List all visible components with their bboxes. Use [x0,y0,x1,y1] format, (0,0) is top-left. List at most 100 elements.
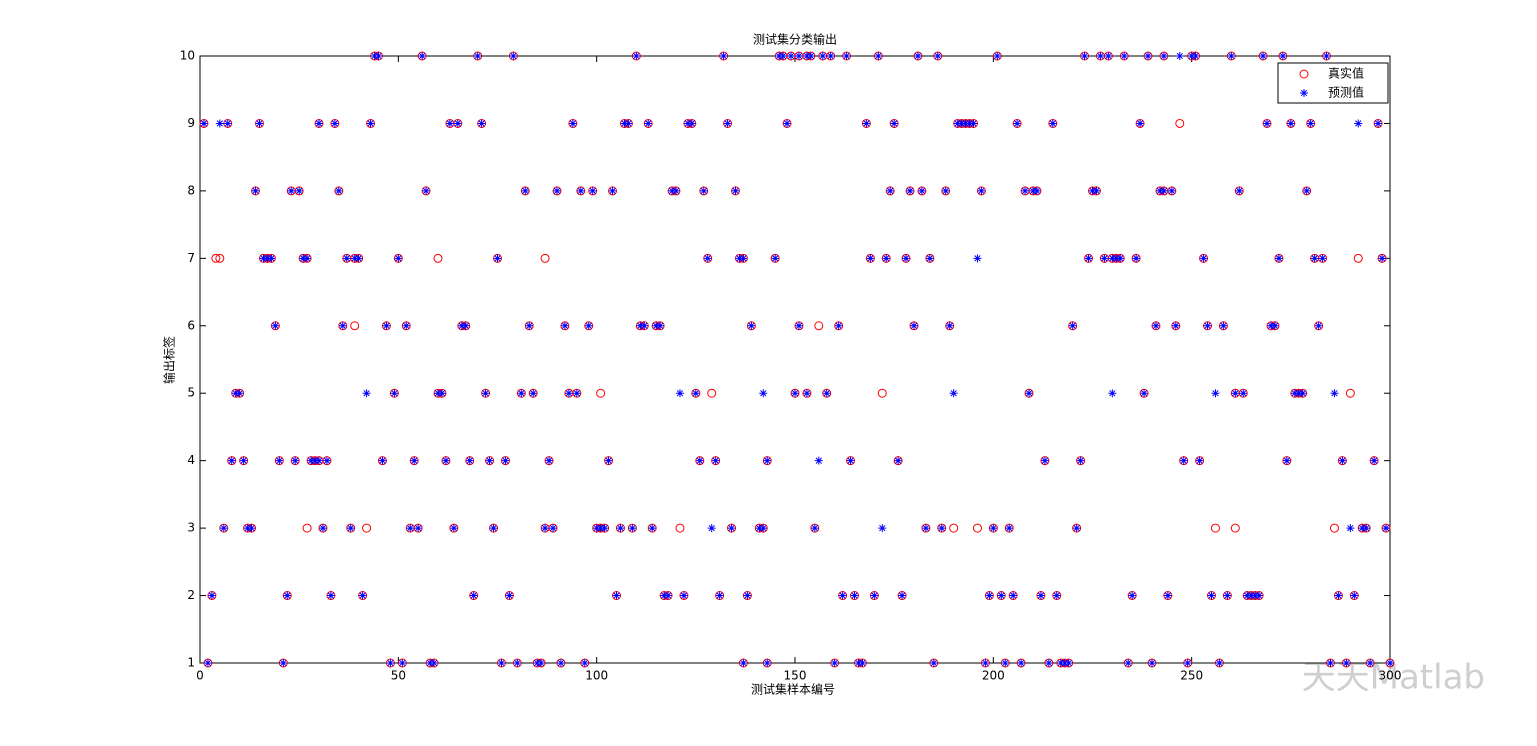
point-predicted [1227,52,1236,60]
point-predicted [703,254,712,263]
point-predicted [1175,52,1184,60]
point-predicted [949,389,958,398]
point-predicted [1144,52,1153,60]
point-predicted [719,52,728,60]
point-predicted [513,659,522,667]
point-predicted [553,186,561,195]
point-predicted [838,591,847,600]
point-predicted [1298,389,1307,398]
point-predicted [315,119,323,128]
point-predicted [1048,119,1057,128]
point-predicted [406,524,415,533]
point-predicted [1167,186,1176,195]
point-predicted [818,52,827,60]
point-predicted [556,659,565,667]
point-true [540,253,550,263]
point-predicted [771,254,780,263]
point-predicted [1235,186,1244,195]
point-predicted [1270,321,1279,330]
point-predicted [699,186,708,195]
point-predicted [1366,659,1375,667]
point-predicted [1207,591,1216,600]
point-predicted [239,456,248,465]
point-true [1210,523,1220,533]
point-predicted [338,321,347,330]
point-predicted [418,52,427,60]
point-predicted [925,254,934,263]
point-predicted [1274,254,1283,263]
point-predicted [453,119,462,128]
point-true [302,523,312,533]
point-predicted [822,389,831,398]
point-predicted [382,321,391,330]
point-predicted [1263,119,1272,128]
point-predicted [1025,389,1034,398]
point-predicted [910,321,918,330]
point-predicted [545,456,554,465]
point-predicted [267,254,276,263]
point-predicted [874,52,883,60]
point-predicted [1278,52,1287,60]
point-predicted [207,591,216,600]
legend-label: 预测值 [1328,85,1364,100]
point-true [211,253,221,263]
point-predicted [1159,52,1168,60]
point-predicted [894,456,903,465]
point-predicted [485,456,494,465]
point-predicted [866,254,875,263]
y-tick-label: 9 [187,116,195,130]
point-true [215,253,225,263]
point-predicted [366,119,375,128]
legend-label: 真实值 [1328,66,1364,81]
point-predicted [1068,321,1077,330]
point-predicted [199,119,208,128]
point-predicted [886,186,895,195]
point-predicted [977,186,986,195]
point-true [1299,69,1309,79]
point-predicted [1215,659,1224,667]
point-predicted [295,186,304,195]
point-predicted [1128,591,1137,600]
point-predicted [739,254,748,263]
point-predicted [1017,659,1026,667]
point-predicted [723,119,732,128]
point-predicted [846,456,855,465]
x-tick-label: 50 [391,669,406,683]
point-predicted [219,524,228,533]
point-predicted [1132,254,1141,263]
point-predicted [902,254,911,263]
point-predicted [1219,321,1228,330]
point-predicted [303,254,312,263]
point-predicted [1223,591,1232,600]
point-predicted [640,321,649,330]
point-predicted [1326,659,1335,667]
point-predicted [1195,456,1204,465]
point-predicted [604,456,613,465]
point-predicted [890,119,899,128]
y-tick-label: 10 [180,49,195,63]
y-tick-label: 4 [187,453,195,467]
point-predicted [437,389,446,398]
point-predicted [882,254,891,263]
point-predicted [929,659,938,667]
point-predicted [342,254,351,263]
point-predicted [378,456,387,465]
point-predicted [1013,119,1022,128]
point-predicted [664,591,673,600]
point-predicted [449,524,458,533]
x-tick-label: 200 [982,669,1005,683]
point-predicted [588,186,597,195]
x-tick-label: 300 [1379,669,1402,683]
point-predicted [215,119,224,128]
point-predicted [541,524,550,533]
point-predicted [1100,254,1109,263]
point-predicted [521,186,530,195]
x-tick-label: 100 [585,669,608,683]
point-predicted [707,524,716,533]
point-predicted [1116,254,1125,263]
point-predicted [445,119,454,128]
point-predicted [580,659,589,667]
point-predicted [1064,659,1073,667]
point-true [362,523,372,533]
point-predicted [402,321,411,330]
